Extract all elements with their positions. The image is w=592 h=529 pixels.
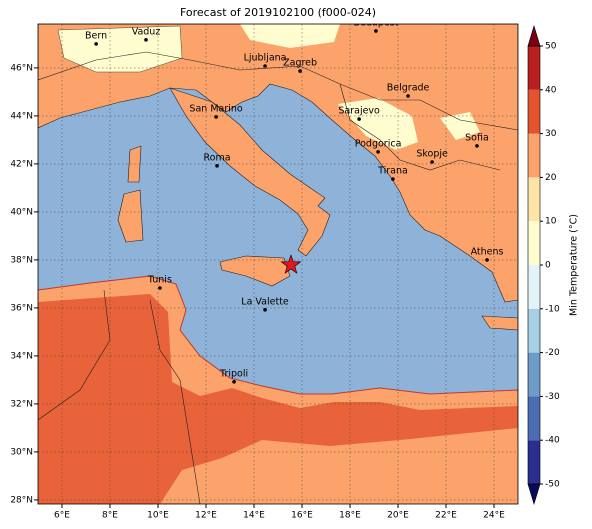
city-label: Sarajevo bbox=[338, 106, 380, 117]
city-marker bbox=[263, 308, 267, 312]
y-tick-label: 42°N bbox=[10, 159, 33, 169]
colorbar-tick-label: 30 bbox=[545, 129, 557, 139]
city-marker bbox=[357, 117, 361, 121]
city-label: Tirana bbox=[377, 166, 408, 177]
country-border bbox=[38, 51, 518, 131]
cool-zone-bulgaria bbox=[440, 112, 480, 140]
land-italy bbox=[169, 87, 331, 257]
city-marker bbox=[374, 29, 378, 33]
city-label: Ljubljana bbox=[244, 53, 287, 64]
colorbar-bin bbox=[528, 265, 540, 309]
y-tick-label: 38°N bbox=[10, 255, 33, 265]
city-marker bbox=[475, 144, 479, 148]
city-marker bbox=[158, 286, 162, 290]
colorbar-bin bbox=[528, 221, 540, 265]
x-tick-label: 18°E bbox=[339, 511, 361, 521]
city-marker bbox=[406, 94, 410, 98]
colorbar-tick-label: 10 bbox=[545, 217, 557, 227]
y-tick-label: 46°N bbox=[10, 63, 33, 73]
colorbar-bin bbox=[528, 133, 540, 178]
axes: 6°E 8°E 10°E 12°E 14°E 16°E 18°E 20°E 22°E 24°E 28… bbox=[10, 63, 505, 520]
y-tick-label: 30°N bbox=[10, 447, 33, 457]
x-tick-label: 14°E bbox=[243, 511, 265, 521]
map-title: Forecast of 2019102100 (f000-024) bbox=[180, 6, 376, 19]
city-marker bbox=[298, 69, 302, 73]
colorbar: -50 -40 -30 -20 -10 0 10 20 30 40 50 Min Temperatur… bbox=[527, 24, 580, 506]
city-marker bbox=[215, 164, 219, 168]
graticule bbox=[38, 24, 518, 504]
city-label: Zagreb bbox=[283, 58, 317, 69]
colorbar-tick-label: -10 bbox=[545, 304, 560, 314]
land-sardinia bbox=[117, 189, 144, 243]
cool-zone-alps bbox=[57, 25, 183, 73]
colorbar-bin bbox=[528, 177, 540, 222]
land-sicily bbox=[219, 255, 291, 287]
star-marker bbox=[280, 254, 302, 274]
city-label: Belgrade bbox=[387, 83, 430, 94]
y-tick-label: 44°N bbox=[10, 111, 33, 121]
x-tick-label: 24°E bbox=[483, 511, 505, 521]
y-tick-label: 32°N bbox=[10, 399, 33, 409]
colorbar-tick-label: 40 bbox=[545, 85, 557, 95]
city-label: Roma bbox=[204, 152, 231, 163]
city-label: Budapest bbox=[353, 17, 398, 28]
city-marker bbox=[144, 38, 148, 42]
x-tick-label: 16°E bbox=[291, 511, 313, 521]
x-tick-label: 8°E bbox=[102, 511, 118, 521]
colorbar-tick-label: -40 bbox=[545, 436, 560, 446]
colorbar-bin bbox=[528, 308, 540, 353]
colorbar-bin bbox=[528, 46, 540, 90]
city-label: Athens bbox=[471, 246, 504, 257]
mild-zone-africa bbox=[200, 440, 518, 504]
cool-zone-north bbox=[240, 24, 340, 48]
colorbar-bin bbox=[528, 89, 540, 134]
city-marker bbox=[485, 258, 489, 262]
city-label: Sofia bbox=[465, 132, 489, 143]
x-tick-label: 20°E bbox=[387, 511, 409, 521]
city-label: Tunis bbox=[147, 275, 172, 286]
y-tick-label: 36°N bbox=[10, 303, 33, 313]
x-tick-label: 6°E bbox=[54, 511, 70, 521]
colorbar-tick-label: -50 bbox=[545, 480, 560, 490]
colorbar-bin bbox=[528, 396, 540, 441]
y-tick-label: 28°N bbox=[10, 495, 33, 505]
country-border bbox=[149, 299, 201, 504]
colorbar-bin bbox=[528, 352, 540, 397]
y-tick-label: 40°N bbox=[10, 207, 33, 217]
colorbar-bin bbox=[528, 440, 540, 484]
city-label: Tripoli bbox=[219, 368, 248, 379]
city-label: Skopje bbox=[416, 149, 448, 160]
colorbar-tick-label: 0 bbox=[545, 261, 551, 271]
land-crete-region bbox=[481, 315, 518, 331]
city-label: Bern bbox=[85, 30, 107, 41]
colorbar-label: Min Temperature (°C) bbox=[569, 214, 580, 316]
colorbar-tick-label: -30 bbox=[545, 392, 560, 402]
colorbar-over bbox=[527, 24, 541, 47]
city-marker bbox=[94, 42, 98, 46]
x-tick-label: 12°E bbox=[195, 511, 217, 521]
map-frame bbox=[37, 23, 519, 505]
city-marker bbox=[391, 177, 395, 181]
country-border bbox=[38, 289, 111, 421]
x-tick-label: 22°E bbox=[435, 511, 457, 521]
city-label: Podgorica bbox=[355, 138, 402, 149]
city-marker bbox=[376, 150, 380, 154]
city-marker bbox=[430, 160, 434, 164]
colorbar-under bbox=[527, 483, 541, 506]
colorbar-tick-label: 50 bbox=[545, 42, 557, 52]
city-label: San Marino bbox=[189, 103, 242, 114]
y-tick-label: 34°N bbox=[10, 351, 33, 361]
warm-zone-africa bbox=[38, 294, 518, 504]
colorbar-tick-label: -20 bbox=[545, 348, 560, 358]
city-marker bbox=[263, 64, 267, 68]
colorbar-tick-label: 20 bbox=[545, 173, 557, 183]
city-label: Vaduz bbox=[132, 26, 161, 37]
city-marker bbox=[214, 115, 218, 119]
city-marker bbox=[232, 380, 236, 384]
x-tick-label: 10°E bbox=[147, 511, 169, 521]
city-label: La Valette bbox=[241, 296, 289, 307]
